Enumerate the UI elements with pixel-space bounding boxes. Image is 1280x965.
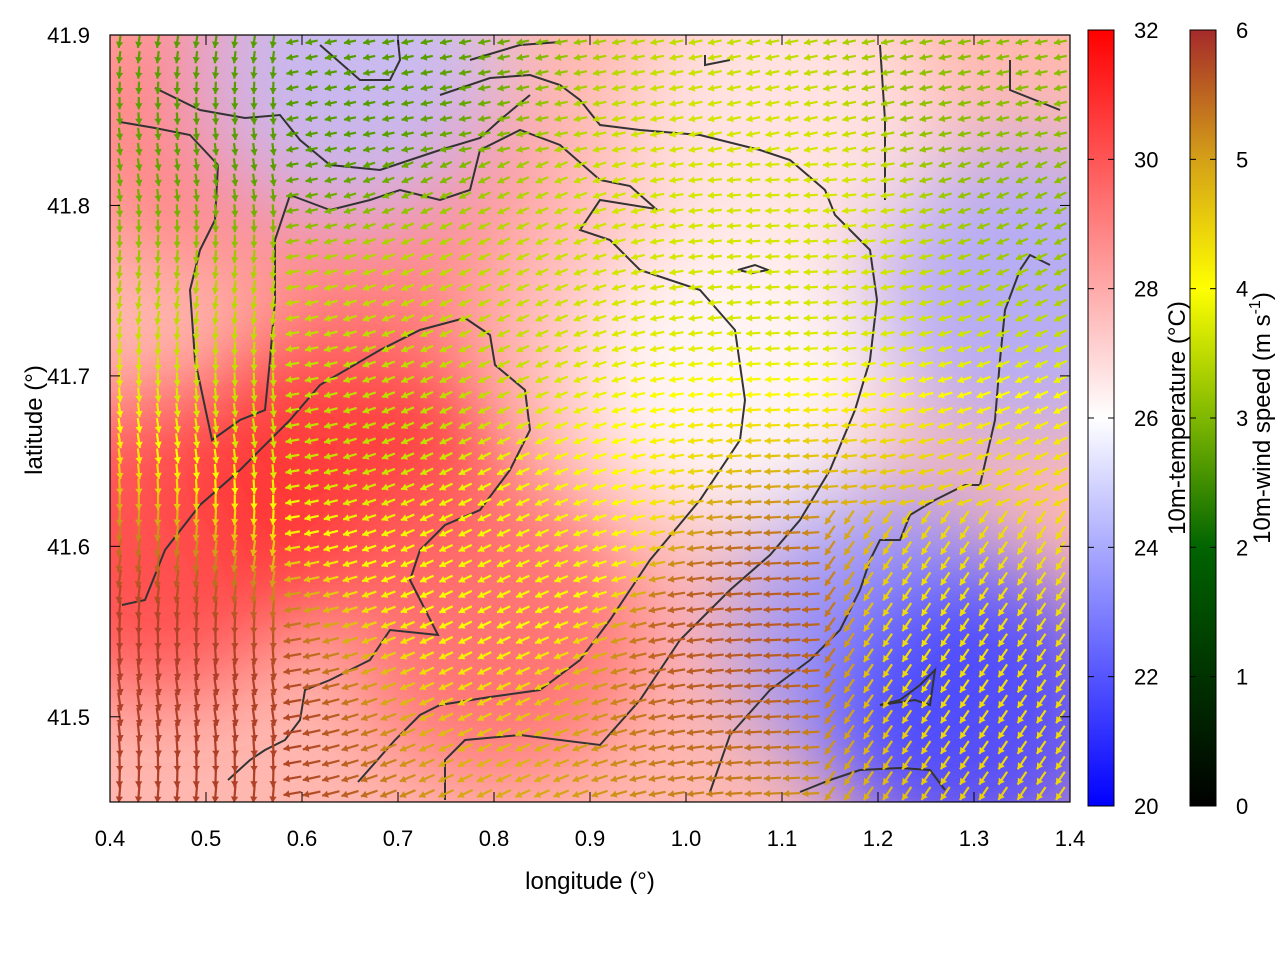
colorbar-tick-label: 26 <box>1134 406 1158 431</box>
wind-colorbar-label-end: ) <box>1249 292 1276 300</box>
wind-colorbar-label: 10m-wind speed (m s-1) <box>1247 292 1276 544</box>
colorbar-tick-label: 3 <box>1236 406 1248 431</box>
colorbar-tick-label: 1 <box>1236 665 1248 690</box>
colorbar-tick-label: 5 <box>1236 147 1248 172</box>
colorbar-tick-label: 4 <box>1236 277 1248 302</box>
y-tick-label: 41.6 <box>47 534 90 559</box>
y-tick-label: 41.5 <box>47 705 90 730</box>
temperature-heatmap <box>8 0 1172 867</box>
y-tick-label: 41.9 <box>47 23 90 48</box>
x-tick-label: 0.8 <box>479 826 510 851</box>
colorbar-tick-label: 32 <box>1134 18 1158 43</box>
x-tick-label: 1.3 <box>959 826 990 851</box>
x-tick-label: 0.6 <box>287 826 318 851</box>
colorbar-tick-label: 2 <box>1236 535 1248 560</box>
x-axis-label: longitude (°) <box>525 868 655 895</box>
x-tick-label: 1.2 <box>863 826 894 851</box>
colorbar-tick-label: 28 <box>1134 277 1158 302</box>
wind-colorbar-label-sup: -1 <box>1247 300 1264 314</box>
x-tick-label: 0.9 <box>575 826 606 851</box>
colorbar-tick-label: 22 <box>1134 665 1158 690</box>
wind-colorbar-label-main: 10m-wind speed (m s <box>1249 314 1276 543</box>
colorbar-tick-label: 24 <box>1134 535 1158 560</box>
y-tick-label: 41.8 <box>47 193 90 218</box>
y-tick-label: 41.7 <box>47 364 90 389</box>
x-tick-label: 1.4 <box>1055 826 1086 851</box>
temperature-colorbar: 20 22 24 26 28 30 32 10m-temperature (°C) <box>1088 18 1191 819</box>
y-axis-label: latitude (°) <box>21 365 48 475</box>
x-tick-label: 1.1 <box>767 826 798 851</box>
x-tick-label: 0.4 <box>95 826 126 851</box>
colorbar-tick-label: 30 <box>1134 147 1158 172</box>
temperature-colorbar-label: 10m-temperature (°C) <box>1164 301 1191 535</box>
x-tick-label: 0.5 <box>191 826 222 851</box>
wind-speed-colorbar: 0 1 2 3 4 5 6 10m-wind speed (m s-1) <box>1190 18 1276 819</box>
colorbar-tick-label: 20 <box>1134 794 1158 819</box>
x-tick-label: 0.7 <box>383 826 414 851</box>
colorbar-tick-label: 6 <box>1236 18 1248 43</box>
colorbar-tick-label: 0 <box>1236 794 1248 819</box>
x-tick-label: 1.0 <box>671 826 702 851</box>
